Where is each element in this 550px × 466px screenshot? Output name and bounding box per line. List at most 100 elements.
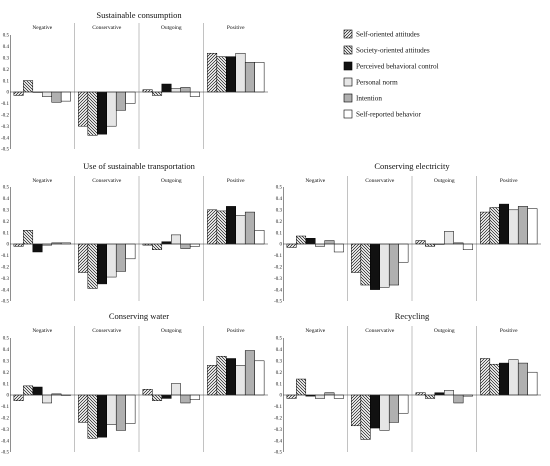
group-label-conservative: Conservative (92, 328, 122, 334)
y-tick-label: 0.1 (3, 79, 10, 84)
group-label-negative: Negative (305, 178, 325, 184)
bar-personal-norm-conservative (106, 243, 117, 278)
bar-intention-outgoing (453, 394, 464, 404)
bar-self-oriented-attitudes-positive (480, 358, 491, 396)
bar-intention-outgoing (180, 394, 191, 404)
bar-perceived-behavioral-control-conservative (97, 91, 108, 135)
y-tick-label: -0.1 (274, 254, 282, 259)
panel-use-of-sustainable-transportation: Use of sustainable transportation 0.5 0.4 0… (1, 161, 268, 305)
y-tick-label: 0.1 (276, 382, 283, 387)
legend-swatch-self-reported-behavior (343, 109, 353, 119)
bar-self-reported-behavior-positive (527, 371, 538, 396)
bar-self-oriented-attitudes-negative (286, 243, 297, 248)
bar-perceived-behavioral-control-positive (226, 358, 236, 396)
bar-intention-negative (51, 91, 62, 103)
bar-self-reported-behavior-conservative (398, 394, 409, 414)
y-tick-label: 0.2 (3, 68, 10, 73)
group-label-outgoing: Outgoing (161, 25, 182, 31)
bar-personal-norm-conservative (106, 91, 117, 127)
group-label-conservative: Conservative (365, 328, 395, 334)
chart-title: Conserving electricity (374, 161, 450, 171)
group-label-outgoing: Outgoing (161, 178, 182, 184)
group-label-conservative: Conservative (92, 25, 122, 31)
bar-personal-norm-negative (315, 394, 325, 399)
bar-self-oriented-attitudes-positive (480, 211, 491, 245)
legend-label-society-oriented-attitudes: Society-oriented attitudes (356, 47, 430, 55)
y-tick-label: -0.1 (1, 102, 9, 107)
bar-self-reported-behavior-conservative (398, 243, 409, 263)
y-tick-label: -0.2 (1, 266, 9, 271)
group-label-negative: Negative (32, 328, 52, 334)
bar-intention-positive (244, 350, 255, 396)
bar-personal-norm-positive (235, 365, 246, 396)
y-tick-label: 0.4 (3, 348, 10, 353)
bar-personal-norm-conservative (379, 243, 390, 288)
y-tick-label: -0.2 (274, 417, 282, 422)
y-tick-label: 0.3 (276, 360, 283, 365)
bar-intention-conservative (388, 243, 399, 286)
bar-society-oriented-attitudes-outgoing (152, 394, 163, 401)
bar-intention-positive (517, 206, 528, 245)
bar-self-oriented-attitudes-negative (13, 394, 24, 401)
y-tick-label: -0.3 (1, 277, 9, 282)
bar-intention-conservative (388, 394, 399, 423)
bar-self-oriented-attitudes-conservative (78, 394, 89, 423)
bar-self-oriented-attitudes-outgoing (142, 389, 153, 396)
bar-personal-norm-outgoing (171, 88, 181, 93)
bar-self-reported-behavior-positive (254, 230, 265, 245)
bar-self-oriented-attitudes-conservative (351, 394, 362, 427)
bar-self-reported-behavior-conservative (125, 394, 136, 424)
bar-society-oriented-attitudes-conservative (87, 243, 98, 289)
bar-personal-norm-negative (42, 394, 52, 404)
bar-intention-outgoing (180, 87, 191, 93)
panel-conserving-water: Conserving water 0.5 0.4 0.3 0.2 0.1 0 -0.1 -0.2… (1, 311, 268, 456)
bar-society-oriented-attitudes-negative (296, 378, 307, 396)
bar-perceived-behavioral-control-outgoing (161, 83, 172, 93)
group-label-positive: Positive (227, 178, 245, 184)
bar-self-oriented-attitudes-positive (207, 209, 218, 245)
bar-personal-norm-outgoing (171, 234, 181, 245)
y-tick-label: 0.2 (276, 220, 283, 225)
y-tick-label: 0.4 (276, 348, 283, 353)
bar-self-reported-behavior-conservative (125, 243, 136, 260)
panel-recycling: Recycling 0.5 0.4 0.3 0.2 0.1 0 -0.1 -0.2 -0.3 -0.… (274, 311, 541, 456)
bar-personal-norm-negative (315, 243, 325, 247)
y-tick-label: 0.2 (3, 371, 10, 376)
y-tick-label: -0.5 (274, 451, 282, 456)
y-tick-label: 0 (280, 394, 283, 399)
y-tick-label: -0.5 (274, 300, 282, 305)
y-tick-label: -0.5 (1, 148, 9, 153)
bar-personal-norm-positive (508, 209, 519, 245)
y-tick-label: -0.4 (1, 288, 9, 293)
bar-self-reported-behavior-conservative (125, 91, 136, 104)
bar-self-reported-behavior-positive (527, 208, 538, 245)
bar-perceived-behavioral-control-positive (226, 56, 236, 93)
bar-self-oriented-attitudes-outgoing (415, 392, 426, 396)
bar-personal-norm-negative (42, 91, 52, 97)
y-tick-label: 0.1 (3, 231, 10, 236)
bar-intention-outgoing (180, 243, 191, 249)
bar-society-oriented-attitudes-positive (216, 355, 227, 396)
y-tick-label: 0 (280, 243, 283, 248)
bar-self-oriented-attitudes-outgoing (415, 240, 426, 245)
group-label-negative: Negative (32, 25, 52, 31)
y-tick-label: 0.2 (276, 371, 283, 376)
y-tick-label: -0.2 (1, 417, 9, 422)
y-tick-label: -0.5 (1, 451, 9, 456)
chart-title: Sustainable consumption (96, 10, 182, 20)
bar-intention-positive (244, 211, 255, 245)
bar-perceived-behavioral-control-negative (305, 238, 316, 245)
y-tick-label: -0.2 (274, 266, 282, 271)
bar-perceived-behavioral-control-conservative (97, 243, 108, 285)
bar-society-oriented-attitudes-outgoing (152, 243, 163, 250)
y-tick-label: 0.1 (276, 231, 283, 236)
bar-self-oriented-attitudes-conservative (351, 243, 362, 273)
bar-intention-conservative (115, 91, 126, 111)
bar-society-oriented-attitudes-positive (216, 210, 227, 245)
bar-intention-positive (517, 362, 528, 396)
bar-intention-positive (244, 62, 255, 93)
y-tick-label: 0.5 (3, 337, 10, 342)
y-tick-label: 0.5 (3, 34, 10, 39)
bar-perceived-behavioral-control-negative (32, 386, 43, 396)
group-label-positive: Positive (500, 328, 518, 334)
